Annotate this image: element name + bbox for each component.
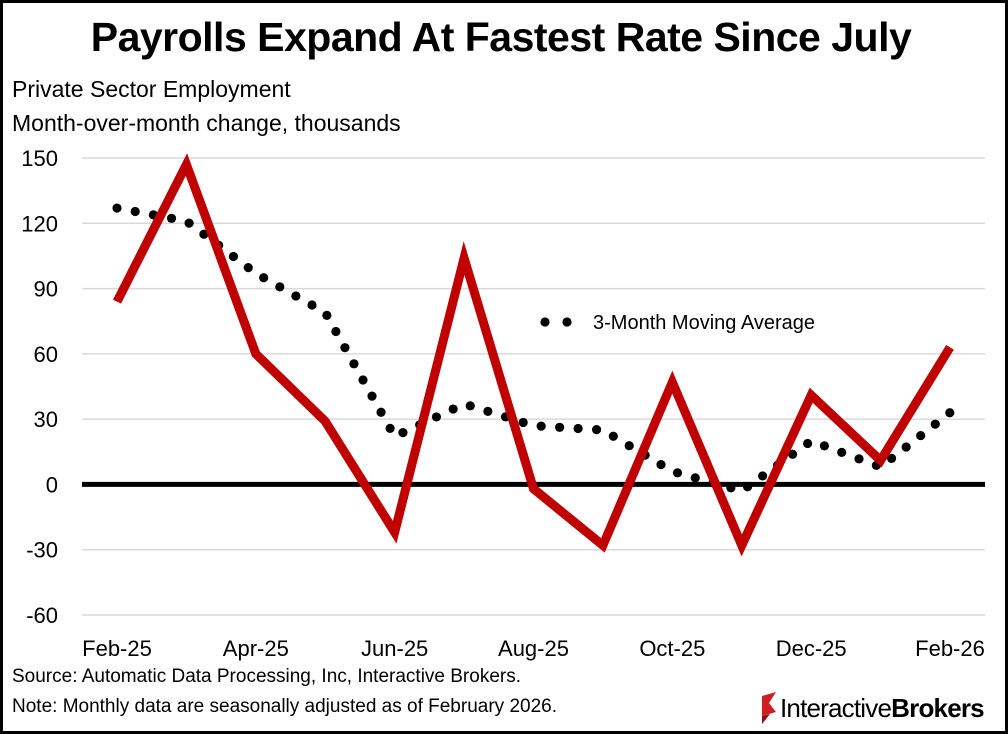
moving-average-dot xyxy=(945,408,955,418)
footnote: Note: Monthly data are seasonally adjust… xyxy=(12,696,557,717)
y-tick-label: 30 xyxy=(34,407,58,432)
moving-average-dot xyxy=(930,419,940,429)
moving-average-dot xyxy=(536,421,546,431)
moving-average-dot xyxy=(199,229,209,239)
y-tick-label: 60 xyxy=(34,342,58,367)
moving-average-dot xyxy=(758,471,768,481)
y-tick-label: 90 xyxy=(34,277,58,302)
moving-average-dot xyxy=(608,431,618,441)
moving-average-dot xyxy=(726,483,736,493)
moving-average-dot xyxy=(803,438,813,449)
legend-dot xyxy=(562,317,572,327)
moving-average-dot xyxy=(367,391,377,401)
y-axis-ticks: 150 120 90 60 30 0 -30 -60 xyxy=(21,146,58,628)
y-tick-label: 0 xyxy=(46,472,58,497)
legend: 3-Month Moving Average xyxy=(540,312,815,334)
moving-average-dot xyxy=(275,282,285,292)
series-lines xyxy=(112,153,955,557)
x-tick-label: Aug-25 xyxy=(498,636,569,661)
x-axis-ticks: Feb-25 Apr-25 Jun-25 Aug-25 Oct-25 Dec-25 Feb-… xyxy=(82,636,985,661)
moving-average-dot xyxy=(431,412,442,422)
moving-average-dot xyxy=(573,423,583,434)
moving-average-dot xyxy=(243,263,253,273)
moving-average-dot xyxy=(854,454,864,464)
moving-average-dot xyxy=(398,428,408,438)
moving-average-dot xyxy=(465,401,475,411)
moving-average-dot xyxy=(259,273,269,283)
moving-average-dot xyxy=(518,417,528,428)
moving-average-dot xyxy=(184,218,194,228)
moving-average-dot xyxy=(555,422,565,432)
source-note: Source: Automatic Data Processing, Inc, … xyxy=(12,666,522,687)
moving-average-dot xyxy=(483,406,493,416)
moving-average-dot xyxy=(742,482,753,492)
payrolls-series-line xyxy=(112,153,954,557)
moving-average-dot xyxy=(331,326,341,337)
moving-average-dot xyxy=(349,359,359,369)
moving-average-dot xyxy=(837,447,847,457)
y-tick-label: 150 xyxy=(21,146,58,171)
moving-average-dot xyxy=(788,449,798,459)
y-tick-label: -30 xyxy=(26,538,58,563)
logo-text-part1: Interactive xyxy=(780,692,892,723)
moving-average-dot xyxy=(385,423,395,433)
y-tick-label: 120 xyxy=(21,211,58,236)
x-tick-label: Oct-25 xyxy=(639,636,705,661)
interactive-brokers-logo: InteractiveBrokers xyxy=(758,688,985,728)
gridlines xyxy=(82,157,985,616)
moving-average-dot xyxy=(291,291,301,301)
chart-subtitle: Private Sector Employment xyxy=(12,76,291,102)
moving-average-dot xyxy=(672,468,683,478)
moving-average-dot xyxy=(228,251,239,262)
moving-average-dot xyxy=(130,206,140,217)
legend-dot xyxy=(540,317,550,327)
moving-average-dot xyxy=(112,203,122,213)
chart-units: Month-over-month change, thousands xyxy=(12,110,401,136)
moving-average-dot xyxy=(690,473,700,483)
brokers-flag-icon xyxy=(762,692,776,724)
x-tick-label: Apr-25 xyxy=(223,636,289,661)
moving-average-dot xyxy=(656,460,666,470)
x-tick-label: Feb-26 xyxy=(915,636,985,661)
moving-average-dot xyxy=(307,300,317,310)
moving-average-dot xyxy=(448,404,458,414)
x-tick-label: Feb-25 xyxy=(82,636,152,661)
moving-average-dot xyxy=(591,425,602,435)
moving-average-dot xyxy=(166,213,177,223)
moving-average-dot xyxy=(340,343,350,353)
y-tick-label: -60 xyxy=(26,603,58,628)
moving-average-dot xyxy=(886,453,897,464)
moving-average-dot xyxy=(322,310,332,320)
chart-title: Payrolls Expand At Fastest Rate Since Ju… xyxy=(90,14,912,60)
moving-average-dot xyxy=(916,430,926,441)
x-tick-label: Jun-25 xyxy=(361,636,428,661)
legend-label: 3-Month Moving Average xyxy=(593,312,815,334)
logo-text: InteractiveBrokers xyxy=(780,692,985,724)
x-tick-label: Dec-25 xyxy=(776,636,847,661)
moving-average-dot xyxy=(376,407,386,417)
moving-average-dot xyxy=(624,441,634,451)
moving-average-series xyxy=(112,203,955,493)
moving-average-dot xyxy=(358,375,368,385)
logo-text-part2: Brokers xyxy=(891,692,984,723)
moving-average-dot xyxy=(901,442,911,452)
moving-average-dot xyxy=(819,441,829,451)
